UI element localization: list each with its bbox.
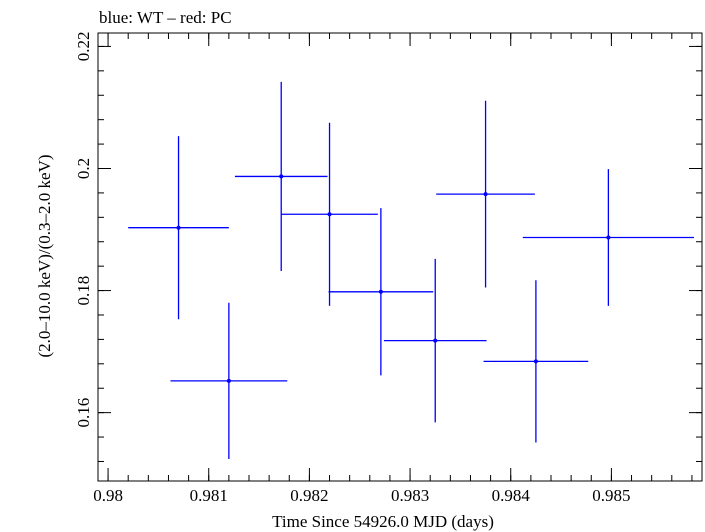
data-marker xyxy=(433,338,438,343)
x-axis-label: Time Since 54926.0 MJD (days) xyxy=(272,512,494,531)
data-point xyxy=(328,208,434,376)
data-points xyxy=(128,81,694,460)
data-point xyxy=(483,280,589,443)
x-tick-label: 0.98 xyxy=(93,486,123,505)
plot-frame xyxy=(97,32,703,482)
y-axis-label: (2.0–10.0 keV)/(0.3–2.0 keV) xyxy=(35,154,54,357)
data-point xyxy=(436,100,535,288)
x-tick-label: 0.982 xyxy=(290,486,328,505)
x-tick-labels: 0.98 0.981 0.982 0.983 0.984 0.985 xyxy=(93,486,630,505)
data-marker xyxy=(279,174,284,179)
data-marker xyxy=(483,192,488,197)
data-point xyxy=(128,136,229,320)
y-tick-label: 0.22 xyxy=(74,32,93,62)
y-tick-labels: 0.16 0.18 0.2 0.22 xyxy=(74,32,93,428)
y-tick-label: 0.16 xyxy=(74,398,93,428)
data-marker xyxy=(533,359,538,364)
data-point xyxy=(383,258,487,423)
axis-ticks xyxy=(98,33,702,481)
chart-title: blue: WT – red: PC xyxy=(99,8,232,27)
data-marker xyxy=(606,235,611,240)
data-marker xyxy=(378,289,383,294)
data-marker xyxy=(226,378,231,383)
x-tick-label: 0.984 xyxy=(492,486,531,505)
data-point xyxy=(281,122,378,306)
y-tick-label: 0.2 xyxy=(74,158,93,179)
data-point xyxy=(522,169,694,306)
x-tick-label: 0.983 xyxy=(391,486,429,505)
data-point xyxy=(234,81,328,272)
y-tick-label: 0.18 xyxy=(74,276,93,306)
data-marker xyxy=(327,212,332,217)
data-point xyxy=(170,302,288,460)
data-marker xyxy=(176,225,181,230)
x-tick-label: 0.981 xyxy=(190,486,228,505)
x-tick-label: 0.985 xyxy=(592,486,630,505)
